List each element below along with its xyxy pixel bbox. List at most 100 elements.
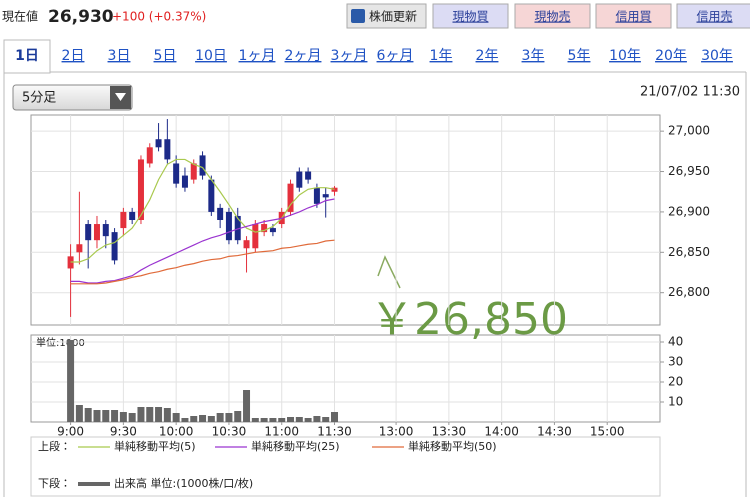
select-arrow bbox=[115, 93, 126, 101]
moving-average bbox=[70, 158, 335, 263]
candle-body bbox=[305, 171, 312, 180]
volume-bar bbox=[67, 340, 75, 422]
volume-bar bbox=[322, 417, 330, 422]
y-tick-label: 30 bbox=[668, 355, 683, 369]
candle-body bbox=[164, 139, 171, 160]
candle-body bbox=[129, 211, 136, 220]
x-tick-label: 14:30 bbox=[537, 425, 572, 439]
button[interactable] bbox=[432, 3, 509, 29]
button-label: 信用買 bbox=[615, 10, 651, 24]
x-tick-label: 14:00 bbox=[484, 425, 519, 439]
period-tab[interactable]: 5年 bbox=[568, 48, 591, 64]
period-tab[interactable]: 1ヶ月 bbox=[239, 48, 276, 64]
candle-body bbox=[85, 224, 92, 241]
x-tick-label: 15:00 bbox=[590, 425, 625, 439]
y-tick-label: 26,850 bbox=[668, 245, 710, 259]
x-tick-label: 13:00 bbox=[379, 425, 414, 439]
candle-body bbox=[111, 232, 118, 261]
x-tick-label: 11:30 bbox=[317, 425, 352, 439]
volume-bar bbox=[225, 413, 233, 422]
legend-prefix: 下段： bbox=[38, 476, 71, 490]
period-tab[interactable]: 2日 bbox=[62, 48, 85, 64]
legend-label: 単純移動平均(50) bbox=[408, 439, 497, 453]
period-tab[interactable]: 5日 bbox=[154, 48, 177, 64]
y-tick-label: 26,800 bbox=[668, 285, 710, 299]
button[interactable] bbox=[595, 3, 672, 29]
y-tick-label: 26,900 bbox=[668, 204, 710, 218]
candle-body bbox=[181, 175, 188, 188]
volume-bar bbox=[84, 408, 92, 422]
volume-bar bbox=[190, 416, 198, 422]
volume-bar bbox=[295, 417, 303, 422]
period-tab[interactable]: 6ヶ月 bbox=[377, 48, 414, 64]
candle-body bbox=[137, 159, 144, 220]
volume-bar bbox=[172, 413, 180, 422]
volume-bar bbox=[260, 418, 268, 422]
period-tab[interactable]: 1日 bbox=[15, 48, 39, 64]
interval-select[interactable] bbox=[12, 84, 133, 111]
volume-bar bbox=[163, 408, 171, 422]
period-tab[interactable]: 10年 bbox=[609, 48, 641, 64]
volume-bar bbox=[119, 412, 127, 422]
volume-bar bbox=[287, 417, 295, 422]
x-tick-label: 9:00 bbox=[57, 425, 84, 439]
volume-bar bbox=[251, 418, 259, 422]
interval-label: 5分足 bbox=[22, 91, 56, 106]
candle-body bbox=[155, 139, 162, 148]
button-label: 現物売 bbox=[534, 9, 570, 24]
volume-bar bbox=[75, 405, 83, 422]
period-tab[interactable]: 3日 bbox=[108, 48, 131, 64]
candle-body bbox=[243, 240, 250, 249]
candle-body bbox=[269, 228, 276, 233]
volume-bar bbox=[93, 410, 101, 422]
datetime: 21/07/02 11:30 bbox=[640, 85, 740, 100]
volume-plot-frame bbox=[30, 334, 661, 423]
y-tick-label: 10 bbox=[668, 395, 683, 409]
active-tab-box bbox=[3, 39, 51, 74]
moving-average bbox=[70, 239, 335, 285]
price-change: +100 (+0.37%) bbox=[112, 10, 206, 24]
candle-body bbox=[93, 224, 100, 241]
button[interactable] bbox=[514, 3, 591, 29]
y-tick-label: 26,950 bbox=[668, 164, 710, 178]
candle-body bbox=[331, 187, 338, 192]
button[interactable] bbox=[676, 3, 750, 29]
candle-body bbox=[234, 215, 241, 241]
volume-bar bbox=[137, 407, 145, 422]
y-tick-label: 40 bbox=[668, 335, 683, 349]
volume-bar bbox=[181, 418, 189, 422]
legend-prefix: 上段： bbox=[38, 439, 71, 453]
period-tab[interactable]: 3ヶ月 bbox=[331, 48, 368, 64]
candle-body bbox=[199, 155, 206, 176]
candle-body bbox=[322, 194, 329, 198]
candle-body bbox=[146, 147, 153, 164]
x-tick-label: 11:00 bbox=[264, 425, 299, 439]
volume-bar bbox=[128, 413, 136, 422]
button-label: 信用売 bbox=[696, 9, 732, 24]
volume-bar bbox=[102, 410, 110, 422]
candle-body bbox=[296, 171, 303, 188]
x-tick-label: 10:30 bbox=[212, 425, 247, 439]
candle-body bbox=[313, 187, 320, 204]
legend-label: 単純移動平均(25) bbox=[251, 439, 340, 453]
period-tab[interactable]: 3年 bbox=[522, 48, 545, 64]
main-plot-frame bbox=[30, 114, 661, 326]
period-tab[interactable]: 30年 bbox=[701, 48, 733, 64]
period-tab[interactable]: 20年 bbox=[655, 48, 687, 64]
price: 26,930 bbox=[48, 7, 114, 27]
volume-bar bbox=[313, 416, 321, 422]
volume-bar bbox=[199, 415, 207, 422]
refresh-icon bbox=[351, 9, 365, 23]
period-tab[interactable]: 2ヶ月 bbox=[285, 48, 322, 64]
candle-body bbox=[252, 224, 259, 249]
volume-bar bbox=[216, 413, 224, 422]
period-tab[interactable]: 1年 bbox=[430, 48, 453, 64]
candle-body bbox=[102, 224, 109, 237]
period-tab[interactable]: 2年 bbox=[476, 48, 499, 64]
period-tab[interactable]: 10日 bbox=[195, 48, 227, 64]
volume-bar bbox=[243, 390, 251, 422]
x-tick-label: 13:30 bbox=[432, 425, 467, 439]
candle-body bbox=[287, 183, 294, 212]
button-label: 現物買 bbox=[452, 10, 488, 24]
button-label: 株価更新 bbox=[369, 9, 417, 24]
